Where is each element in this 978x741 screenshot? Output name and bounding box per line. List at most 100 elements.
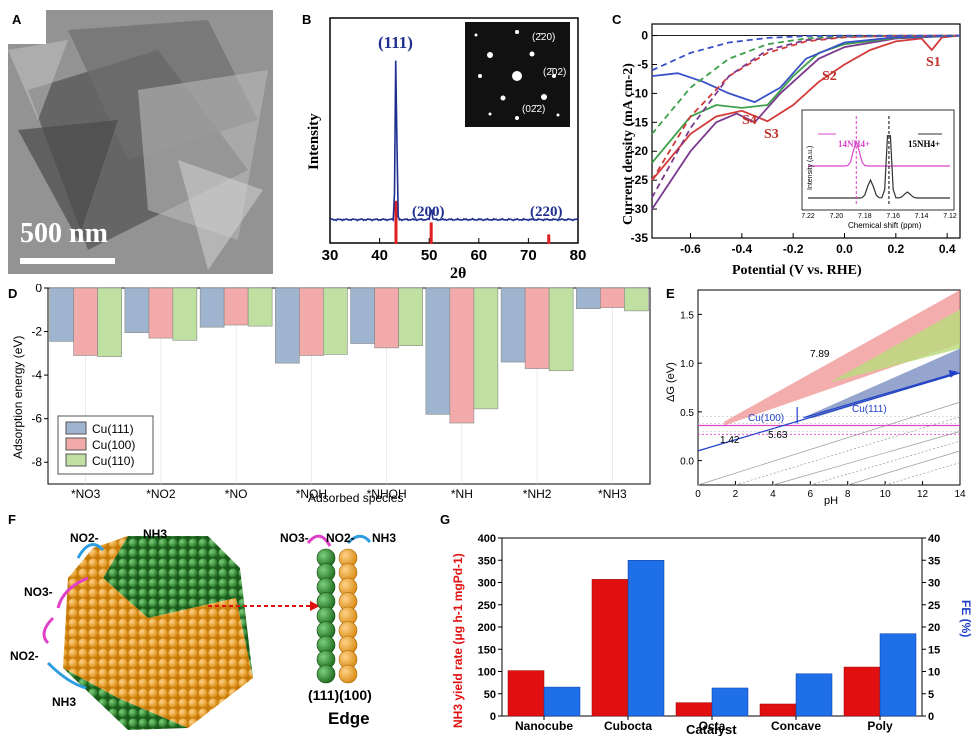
bar-Cu(100)-*NHOH (374, 287, 399, 349)
x-tick-label-*NH2: *NH2 (523, 487, 552, 501)
x-tick-label-*NH3: *NH3 (598, 487, 627, 501)
legend-label-cu100: Cu(100) (92, 438, 135, 452)
x-tick-label--0.4: -0.4 (731, 242, 752, 256)
reference-peak (429, 222, 433, 244)
inset-x-label: Chemical shift (ppm) (848, 221, 922, 230)
bar-Cu(110)-*NH (473, 287, 499, 410)
label-no3-left: NO3- (24, 585, 53, 599)
y-tick-label--4: -4 (31, 368, 42, 382)
panel-label-g: G (440, 512, 451, 527)
edge-label-no2: NO2- (326, 531, 355, 545)
y-tick-label-0: 0 (35, 284, 42, 295)
inset-x-tick-label-7.20: 7.20 (830, 213, 844, 220)
bar-Cu(111)-*NO (199, 287, 225, 328)
y-tick-label--15: -15 (631, 115, 649, 129)
inset-x-tick-label-7.18: 7.18 (858, 213, 872, 220)
x-tick-label-10: 10 (880, 489, 892, 500)
facet-111-bottom (63, 668, 188, 730)
x-tick-label--0.2: -0.2 (783, 242, 804, 256)
bar-Cu(100)-*NO3 (73, 287, 98, 356)
arrow-no2-bottom (42, 616, 55, 645)
x-axis-label: 2θ (450, 265, 466, 282)
y-axis-label: Intensity (306, 113, 322, 170)
annotation-cu100: Cu(100) (748, 413, 784, 424)
panel-label-e: E (666, 286, 675, 301)
inset-x-tick-label-7.22: 7.22 (801, 213, 815, 220)
x-tick-label-0.4: 0.4 (939, 242, 956, 256)
x-tick-label-*NH: *NH (451, 487, 473, 501)
curve-label-s3: S3 (764, 127, 779, 142)
x-tick-label-Concave: Concave (771, 719, 821, 733)
lsv-series-purple-dashed (651, 34, 961, 198)
y-tick-label-300: 300 (478, 578, 496, 590)
saed-spots (474, 30, 560, 120)
bar-Cu(110)-*NO (247, 287, 273, 327)
edge-label-no3: NO3- (280, 531, 309, 545)
inset-x-tick-label-7.16: 7.16 (886, 213, 900, 220)
reference-peak (547, 234, 551, 244)
bar-Cu(110)-*NHOH (398, 287, 423, 347)
bar-Cu(100)-*NO2 (148, 287, 174, 339)
x-tick-label-Nanocube: Nanocube (515, 719, 573, 733)
bar-yield-Nanocube (507, 670, 545, 717)
x-tick-label-0.0: 0.0 (836, 242, 853, 256)
arrow-no3-no2-left (56, 576, 89, 609)
pourbaix-chart: 0.00.51.01.50 2 4 6 8 10 12 14 ΔG (eV) pH 7.89 … (665, 289, 966, 507)
bar-fe-Poly (879, 633, 917, 717)
lsv-series-red-dashed (651, 34, 960, 181)
y2-tick-label-0: 0 (928, 711, 934, 723)
panel-d: D 0 -2 -4 -6 -8 *NO3 *NO2 *NO *NOH *NHOH *NH *NH2 *N… (8, 281, 660, 506)
y-tick-label-0: 0 (641, 29, 648, 43)
bar-fe-Nanocube (543, 686, 581, 717)
bar-Cu(100)-*NO (223, 287, 249, 326)
x-tick-label-Cubocta: Cubocta (604, 719, 652, 733)
x-tick-label-0.2: 0.2 (887, 242, 904, 256)
line-cu111 (697, 372, 961, 452)
y2-tick-label-30: 30 (928, 578, 940, 590)
equilibrium-line (847, 450, 961, 486)
y-tick-label--6: -6 (31, 412, 42, 426)
edge-title: Edge (328, 709, 370, 728)
bar-yield-Concave (759, 703, 797, 717)
x-tick-label-*NO3: *NO3 (71, 487, 101, 501)
label-no2-top: NO2- (70, 531, 99, 545)
y-tick-label-0.0: 0.0 (680, 457, 694, 468)
bar-Cu(110)-*NO3 (97, 287, 122, 357)
lsv-series-green-dashed (651, 34, 961, 135)
y2-tick-label-5: 5 (928, 689, 934, 701)
x-tick-label-8: 8 (845, 489, 851, 500)
y-tick-label--5: -5 (637, 57, 648, 71)
x-tick-label-12: 12 (917, 489, 929, 500)
facet-111-top (103, 536, 236, 618)
panel-g: G 0 50 100 150 200 250 300 350 400 0 5 10 15 20 25 30 35… (440, 508, 973, 737)
y-axis-label: NH3 yield rate (μg h-1 mgPd-1) (451, 553, 465, 728)
equilibrium-line (810, 440, 961, 486)
legend-label-cu111: Cu(111) (92, 422, 134, 436)
y-axis-label: Adsorption energy (eV) (11, 336, 25, 459)
lsv-series-S1 (651, 34, 961, 181)
y-tick-label--10: -10 (631, 86, 649, 100)
bar-yield-Poly (843, 666, 881, 717)
arrow-nh3-bottom (46, 661, 87, 690)
reference-peak (394, 200, 398, 244)
facet-label: (111)(100) (308, 687, 372, 703)
panel-f: F NO2- NH3 NO3- NO2- NH3 NO3- NO2- (8, 508, 440, 736)
legend-swatch-cu111 (65, 421, 87, 435)
bar-fe-Concave (795, 673, 833, 717)
xrd-chart: 30 40 50 60 70 80 (2̄20) (2̄02) (02̄2) (111) … (306, 17, 586, 282)
bar-Cu(111)-*NOH (275, 287, 300, 364)
bar-yield-Octa (675, 702, 713, 717)
panel-label-a: A (12, 12, 22, 27)
x-tick-label-6: 6 (808, 489, 814, 500)
x-tick-label-50: 50 (421, 247, 438, 264)
panel-a: A 500 nm (8, 10, 273, 274)
y-tick-label--35: -35 (631, 231, 649, 245)
inset-y-label: Intensity (a.u.) (807, 146, 814, 190)
saed-label-3: (02̄2) (522, 104, 545, 115)
inset-label-15nh4: 15NH4+ (908, 139, 940, 149)
facet-100-left (63, 578, 148, 698)
legend-label-cu110: Cu(110) (92, 454, 134, 468)
panel-e: E 0.0 0.5 1.0 1.5 0 2 4 6 8 10 12 14 ΔG (eV) pH 7.8… (662, 284, 972, 507)
peak-label-111: (111) (378, 33, 413, 52)
bar-Cu(100)-*NH3 (600, 287, 625, 308)
